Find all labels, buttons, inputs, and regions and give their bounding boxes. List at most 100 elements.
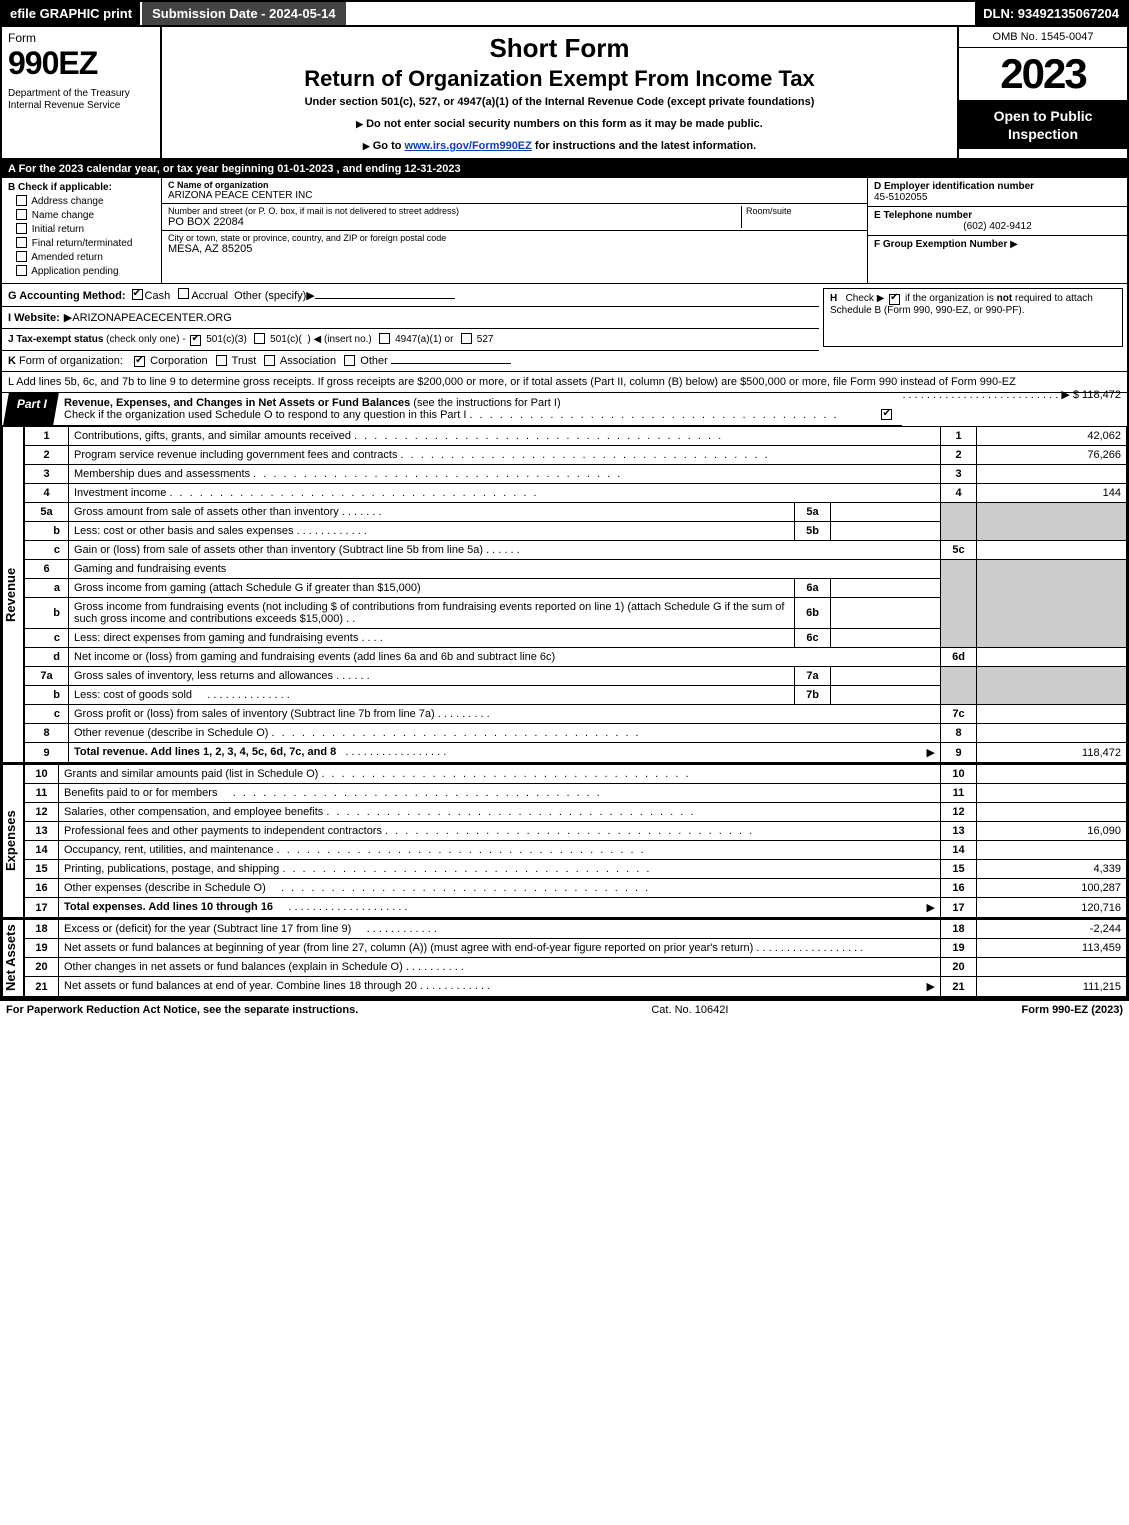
- k-corp[interactable]: [134, 356, 145, 367]
- chk-pending[interactable]: Application pending: [14, 265, 155, 277]
- c-street-value: PO BOX 22084: [168, 216, 741, 228]
- opt-name: Name change: [32, 210, 94, 221]
- col-c: C Name of organization ARIZONA PEACE CEN…: [162, 178, 867, 283]
- header-right: OMB No. 1545-0047 2023 Open to Public In…: [957, 27, 1127, 158]
- form-word: Form: [8, 31, 154, 45]
- line-4: 4Investment income 4144: [25, 484, 1127, 503]
- c-street-label: Number and street (or P. O. box, if mail…: [168, 206, 741, 216]
- j-4947[interactable]: [379, 333, 390, 344]
- netassets-label: Net Assets: [2, 919, 24, 997]
- j-501c3[interactable]: [190, 335, 201, 346]
- part1-check-note: Check if the organization used Schedule …: [64, 409, 466, 421]
- g-other: Other (specify): [234, 290, 306, 302]
- row-a: A For the 2023 calendar year, or tax yea…: [2, 160, 1127, 178]
- goto-prefix: Go to: [363, 140, 405, 152]
- dept-label: Department of the Treasury Internal Reve…: [8, 88, 154, 112]
- e-value: (602) 402-9412: [874, 221, 1121, 232]
- g-cash-check[interactable]: [132, 289, 143, 300]
- k-other[interactable]: [344, 355, 355, 366]
- goto-suffix: for instructions and the latest informat…: [532, 140, 756, 152]
- part1-header: Part I Revenue, Expenses, and Changes in…: [2, 393, 902, 426]
- j-527[interactable]: [461, 333, 472, 344]
- j-501c[interactable]: [254, 333, 265, 344]
- f-box: F Group Exemption Number ▶: [868, 236, 1127, 253]
- line-15: 15Printing, publications, postage, and s…: [25, 860, 1127, 879]
- line-12: 12Salaries, other compensation, and empl…: [25, 803, 1127, 822]
- form-number: 990EZ: [8, 45, 154, 82]
- dln-label: DLN: 93492135067204: [975, 2, 1127, 25]
- line-14: 14Occupancy, rent, utilities, and mainte…: [25, 841, 1127, 860]
- d-label: D Employer identification number: [874, 181, 1121, 192]
- tax-year: 2023: [959, 48, 1127, 101]
- goto-note: Go to www.irs.gov/Form990EZ for instruct…: [172, 140, 947, 152]
- form-subtitle: Under section 501(c), 527, or 4947(a)(1)…: [172, 96, 947, 108]
- form-990ez: efile GRAPHIC print Submission Date - 20…: [0, 0, 1129, 1001]
- line-10: 10Grants and similar amounts paid (list …: [25, 765, 1127, 784]
- col-de: D Employer identification number 45-5102…: [867, 178, 1127, 283]
- form-header: Form 990EZ Department of the Treasury In…: [2, 27, 1127, 160]
- k-assoc[interactable]: [264, 355, 275, 366]
- efile-print-label[interactable]: efile GRAPHIC print: [2, 2, 140, 25]
- l-text: L Add lines 5b, 6c, and 7b to line 9 to …: [8, 376, 1016, 388]
- top-bar: efile GRAPHIC print Submission Date - 20…: [2, 2, 1127, 27]
- line-2: 2Program service revenue including gover…: [25, 446, 1127, 465]
- g-accrual-check[interactable]: [178, 288, 189, 299]
- e-box: E Telephone number (602) 402-9412: [868, 207, 1127, 236]
- netassets-section: Net Assets 18Excess or (deficit) for the…: [2, 919, 1127, 999]
- part1-title: Revenue, Expenses, and Changes in Net As…: [56, 393, 902, 425]
- g-label: G Accounting Method:: [8, 290, 126, 302]
- omb-number: OMB No. 1545-0047: [959, 27, 1127, 48]
- f-label: F Group Exemption Number: [874, 239, 1007, 250]
- submission-date: Submission Date - 2024-05-14: [140, 2, 346, 25]
- h-check[interactable]: [889, 294, 900, 305]
- line-7a: 7aGross sales of inventory, less returns…: [25, 667, 1127, 686]
- chk-address-change[interactable]: Address change: [14, 195, 155, 207]
- chk-final[interactable]: Final return/terminated: [14, 237, 155, 249]
- line-20: 20Other changes in net assets or fund ba…: [25, 958, 1127, 977]
- i-value: ARIZONAPEACECENTER.ORG: [72, 312, 232, 324]
- header-left: Form 990EZ Department of the Treasury In…: [2, 27, 162, 158]
- c-name-label: C Name of organization: [168, 180, 861, 190]
- org-street-box: Number and street (or P. O. box, if mail…: [162, 204, 867, 231]
- netassets-table: 18Excess or (deficit) for the year (Subt…: [24, 919, 1127, 997]
- line-16: 16Other expenses (describe in Schedule O…: [25, 879, 1127, 898]
- short-form-title: Short Form: [172, 33, 947, 64]
- row-g: G Accounting Method: Cash Accrual Other …: [2, 284, 819, 307]
- c-name-value: ARIZONA PEACE CENTER INC: [168, 190, 861, 201]
- row-j: J Tax-exempt status (check only one) - 5…: [2, 329, 819, 351]
- line-3: 3Membership dues and assessments 3: [25, 465, 1127, 484]
- col-b: B Check if applicable: Address change Na…: [2, 178, 162, 283]
- chk-name-change[interactable]: Name change: [14, 209, 155, 221]
- expenses-label: Expenses: [2, 764, 24, 918]
- line-8: 8Other revenue (describe in Schedule O) …: [25, 724, 1127, 743]
- irs-link[interactable]: www.irs.gov/Form990EZ: [405, 140, 532, 152]
- part1-inst: (see the instructions for Part I): [413, 397, 560, 409]
- chk-amended[interactable]: Amended return: [14, 251, 155, 263]
- opt-address: Address change: [31, 196, 103, 207]
- k-trust[interactable]: [216, 355, 227, 366]
- g-accrual: Accrual: [191, 290, 228, 302]
- header-middle: Short Form Return of Organization Exempt…: [162, 27, 957, 158]
- line-21: 21Net assets or fund balances at end of …: [25, 977, 1127, 997]
- g-cash: Cash: [145, 290, 171, 302]
- opt-pending: Application pending: [31, 266, 118, 277]
- line-19: 19Net assets or fund balances at beginni…: [25, 939, 1127, 958]
- c-city-value: MESA, AZ 85205: [168, 243, 861, 255]
- row-k: K Form of organization: Corporation Trus…: [2, 351, 1127, 372]
- b-label: B Check if applicable:: [8, 182, 155, 193]
- line-18: 18Excess or (deficit) for the year (Subt…: [25, 920, 1127, 939]
- line-17: 17Total expenses. Add lines 10 through 1…: [25, 898, 1127, 918]
- row-i: I Website: ▶ ARIZONAPEACECENTER.ORG: [2, 307, 819, 329]
- footer-left: For Paperwork Reduction Act Notice, see …: [6, 1004, 358, 1016]
- d-value: 45-5102055: [874, 192, 1121, 203]
- revenue-table: 1Contributions, gifts, grants, and simil…: [24, 426, 1127, 763]
- open-public: Open to Public Inspection: [959, 101, 1127, 149]
- ssn-note: Do not enter social security numbers on …: [172, 118, 947, 130]
- room-label: Room/suite: [741, 206, 861, 228]
- j-text: J Tax-exempt status (check only one) - 5…: [8, 333, 493, 346]
- i-label: I Website:: [8, 312, 60, 324]
- line-11: 11Benefits paid to or for members 11: [25, 784, 1127, 803]
- chk-initial[interactable]: Initial return: [14, 223, 155, 235]
- line-6d: dNet income or (loss) from gaming and fu…: [25, 648, 1127, 667]
- part1-schedule-o-check[interactable]: [881, 409, 892, 420]
